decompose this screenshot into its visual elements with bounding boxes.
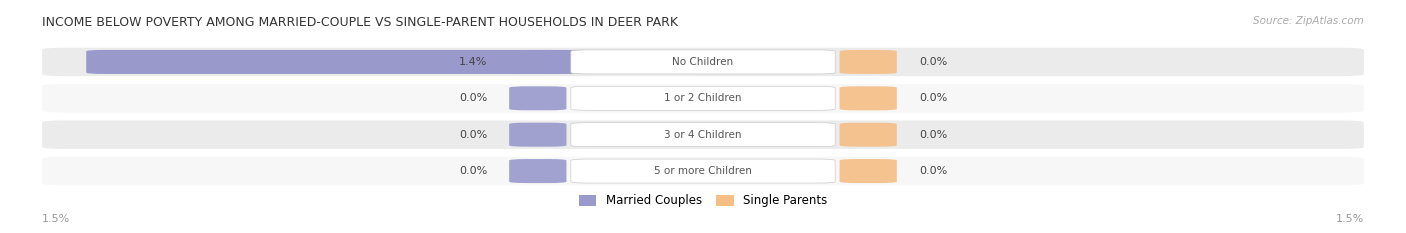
FancyBboxPatch shape — [42, 84, 1364, 113]
FancyBboxPatch shape — [571, 159, 835, 183]
FancyBboxPatch shape — [509, 123, 567, 147]
FancyBboxPatch shape — [86, 50, 703, 74]
FancyBboxPatch shape — [571, 86, 835, 110]
FancyBboxPatch shape — [42, 157, 1364, 185]
Text: 0.0%: 0.0% — [458, 130, 486, 140]
Text: 0.0%: 0.0% — [920, 93, 948, 103]
FancyBboxPatch shape — [571, 123, 835, 147]
Text: 1.4%: 1.4% — [458, 57, 486, 67]
Text: 0.0%: 0.0% — [920, 130, 948, 140]
Text: 0.0%: 0.0% — [458, 166, 486, 176]
FancyBboxPatch shape — [42, 120, 1364, 149]
Text: 1.5%: 1.5% — [42, 214, 70, 224]
FancyBboxPatch shape — [571, 50, 835, 74]
FancyBboxPatch shape — [839, 159, 897, 183]
Text: 3 or 4 Children: 3 or 4 Children — [664, 130, 742, 140]
Text: 1 or 2 Children: 1 or 2 Children — [664, 93, 742, 103]
Text: 0.0%: 0.0% — [920, 57, 948, 67]
Text: INCOME BELOW POVERTY AMONG MARRIED-COUPLE VS SINGLE-PARENT HOUSEHOLDS IN DEER PA: INCOME BELOW POVERTY AMONG MARRIED-COUPL… — [42, 16, 678, 29]
FancyBboxPatch shape — [509, 50, 567, 74]
FancyBboxPatch shape — [42, 48, 1364, 76]
Text: 0.0%: 0.0% — [920, 166, 948, 176]
FancyBboxPatch shape — [839, 50, 897, 74]
Text: Source: ZipAtlas.com: Source: ZipAtlas.com — [1253, 16, 1364, 26]
Legend: Married Couples, Single Parents: Married Couples, Single Parents — [574, 190, 832, 212]
Text: 5 or more Children: 5 or more Children — [654, 166, 752, 176]
FancyBboxPatch shape — [839, 86, 897, 110]
Text: No Children: No Children — [672, 57, 734, 67]
FancyBboxPatch shape — [839, 123, 897, 147]
FancyBboxPatch shape — [509, 86, 567, 110]
FancyBboxPatch shape — [509, 159, 567, 183]
Text: 1.5%: 1.5% — [1336, 214, 1364, 224]
Text: 0.0%: 0.0% — [458, 93, 486, 103]
